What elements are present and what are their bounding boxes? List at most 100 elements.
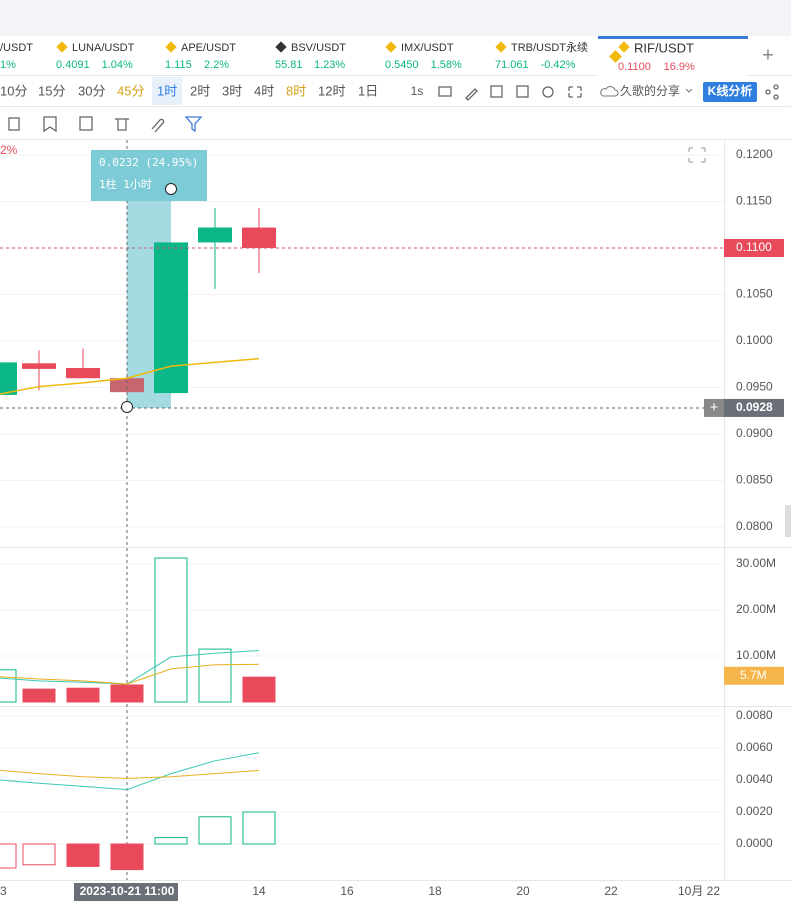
indicator-bar (0, 843, 17, 869)
y-tick-label: 0.1000 (736, 333, 773, 347)
tooltip-span: 1柱 1小时 (99, 177, 152, 191)
side-handle[interactable] (785, 505, 791, 537)
active-tab-bar (598, 36, 748, 39)
indicator-bar (66, 843, 100, 867)
indicator-line (0, 752, 260, 791)
share[interactable]: 久歌的分享 (620, 83, 680, 98)
rect-icon[interactable] (490, 85, 503, 98)
indicator-bar (154, 837, 188, 845)
tab-change: 1.58% (431, 59, 462, 71)
tab-name[interactable]: APE/USDT (181, 42, 236, 54)
tab-change: 1% (0, 59, 16, 71)
camera-icon[interactable] (438, 86, 452, 97)
y-tick-label: 0.0900 (736, 426, 773, 440)
interval[interactable]: 1时 (157, 83, 177, 98)
interval[interactable]: 2时 (190, 83, 210, 98)
magnet-icon[interactable] (151, 118, 165, 133)
chart-area (0, 140, 724, 880)
settings-icon[interactable] (542, 86, 554, 98)
y-tick-label: 0.1050 (736, 287, 773, 301)
volume-bar (110, 684, 144, 703)
interval[interactable]: 12时 (318, 83, 345, 98)
tab-price: 71.061 (495, 59, 529, 71)
interval[interactable]: 3时 (222, 83, 242, 98)
tab-change: 1.04% (102, 59, 133, 71)
volume-ma (0, 663, 260, 685)
volume-bar (0, 669, 17, 703)
volume-bar (22, 688, 56, 703)
analysis-button[interactable] (703, 82, 757, 102)
coin-icon (385, 41, 397, 53)
interval[interactable]: 1日 (358, 83, 378, 98)
last-price-label: 0.1100 (736, 240, 772, 254)
top-strip (0, 0, 791, 36)
tab-change: 16.9% (664, 61, 695, 73)
last-volume-box (724, 666, 784, 685)
tab-name[interactable]: /USDT (0, 42, 33, 54)
indicator-bar (242, 811, 276, 845)
y-tick-label: 10.00M (736, 648, 776, 662)
y-tick-label: 20.00M (736, 602, 776, 616)
handle[interactable] (121, 400, 133, 413)
indicator-bar (198, 816, 232, 845)
candle-body (22, 363, 56, 369)
crosshair-label: 0.0928 (736, 400, 773, 414)
filter-icon[interactable] (184, 116, 203, 133)
handle[interactable] (165, 183, 177, 195)
x-tick-label: 20 (516, 884, 530, 898)
add-tab[interactable]: + (762, 44, 774, 66)
x-tick-label: 18 (428, 884, 442, 898)
x-tick-label: 2023-10-21 11:00 (80, 884, 175, 898)
x-tick-label: 10月 22 (678, 884, 720, 898)
crosshair-plus-box[interactable] (704, 398, 724, 417)
seconds[interactable]: 1s (411, 84, 424, 98)
tab-name[interactable]: LUNA/USDT (72, 42, 135, 54)
candle-body (0, 362, 17, 395)
x-crosshair-box (74, 883, 178, 901)
crosshair-box (724, 398, 784, 417)
interval[interactable]: 4时 (254, 83, 274, 98)
candle-body (110, 378, 144, 393)
tab-name[interactable]: IMX/USDT (401, 42, 454, 54)
y-tick-label: 0.0040 (736, 772, 773, 786)
interval[interactable]: 45分 (117, 83, 144, 98)
x-tick-label: 16 (340, 884, 354, 898)
indicator-bar (22, 843, 56, 866)
interval[interactable]: 10分 (0, 83, 27, 98)
tab-price: 0.4091 (56, 59, 90, 71)
indicator-line (0, 769, 260, 779)
tab-name[interactable]: TRB/USDT永续 (511, 40, 588, 54)
table-icon[interactable] (516, 85, 529, 98)
tab-price: 55.81 (275, 59, 303, 71)
chevron (685, 88, 693, 93)
toolbar-icons (8, 84, 779, 133)
x-tick-label: 3 (0, 884, 7, 898)
tab-name[interactable]: BSV/USDT (291, 42, 346, 54)
y-tick-label: 0.1150 (736, 194, 772, 208)
candle-body (154, 242, 188, 394)
tab-change: -0.42% (541, 59, 576, 71)
ma-line (0, 357, 260, 395)
x-tick-label: 14 (252, 884, 266, 898)
expand-icon[interactable] (688, 147, 706, 163)
coin-icon (618, 41, 630, 53)
trash-icon[interactable] (115, 118, 129, 131)
y-tick-label: 30.00M (736, 556, 776, 570)
last-volume-label: 5.7M (740, 668, 767, 682)
cloud-icon (600, 86, 619, 97)
interval[interactable]: 30分 (78, 83, 105, 98)
edit-icon[interactable] (79, 116, 93, 131)
interval[interactable]: 8时 (286, 83, 306, 98)
bookmark-icon[interactable] (43, 116, 57, 133)
y-tick-label: 0.0950 (736, 380, 773, 394)
fullscreen-icon[interactable] (568, 86, 582, 98)
indicator-bar (110, 843, 144, 871)
analysis-label[interactable]: K线分析 (708, 83, 753, 98)
last-price-box (724, 239, 784, 257)
tab-price: 0.1100 (618, 61, 651, 73)
coin-icon (56, 41, 68, 53)
interval[interactable]: 15分 (38, 83, 65, 98)
tab-name[interactable]: RIF/USDT (634, 40, 694, 55)
lock-icon[interactable] (8, 117, 20, 131)
pen-icon[interactable] (465, 88, 478, 101)
